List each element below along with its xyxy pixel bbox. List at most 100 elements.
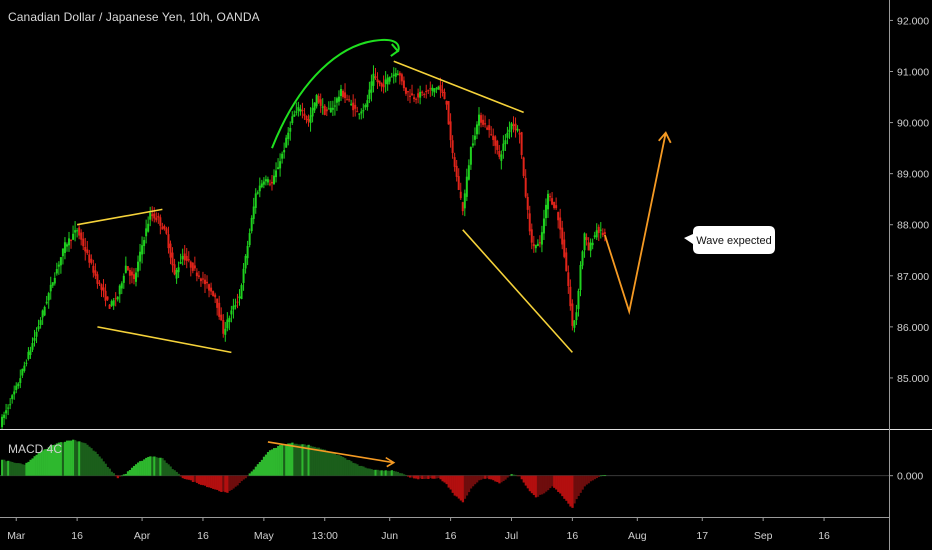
candle-body — [189, 261, 192, 268]
candle-body — [291, 116, 294, 124]
time-axis[interactable]: Mar 16 Apr 16 May 13:00 Jun 16 Jul 16 Aug 17 Sep 16 — [7, 517, 830, 542]
macd-axis[interactable]: 0.000 — [889, 471, 923, 483]
wave-expected-callout: Wave expected — [684, 226, 775, 254]
macd-bar — [218, 475, 221, 492]
candle-body — [222, 320, 225, 334]
candle-body — [396, 73, 399, 76]
candle-body — [281, 153, 284, 159]
macd-bar — [29, 459, 32, 476]
candle-body — [492, 135, 495, 141]
candle-body — [321, 106, 324, 108]
candle-body — [98, 282, 101, 284]
candle-body — [181, 255, 184, 260]
candle-body — [226, 319, 229, 329]
candle-body — [587, 242, 590, 251]
macd-bar — [161, 458, 164, 476]
macd-bar — [157, 457, 160, 476]
candle-body — [364, 105, 367, 108]
candle-body — [524, 177, 527, 197]
macd-bar — [510, 474, 513, 476]
macd-bar — [132, 465, 136, 476]
candle-body — [331, 107, 334, 110]
macd-bar — [78, 441, 81, 476]
candle-body — [494, 136, 497, 146]
candle-body — [469, 147, 472, 165]
macd-bar — [106, 466, 109, 476]
candle-body — [311, 107, 314, 117]
macd-bar — [242, 475, 245, 480]
candle-body — [149, 212, 152, 220]
macd-bar — [441, 475, 444, 482]
macd-bar — [484, 475, 487, 479]
macd-bar — [222, 475, 225, 492]
macd-series — [0, 439, 889, 508]
candle-body — [139, 251, 142, 262]
candle-body — [362, 110, 365, 112]
macd-bar — [599, 475, 603, 477]
macd-bar — [21, 464, 24, 476]
candle-body — [461, 202, 464, 212]
candle-body — [378, 80, 381, 84]
macd-bar — [80, 442, 83, 476]
macd-bar — [380, 470, 383, 476]
macd-bar — [92, 450, 95, 476]
candle-body — [601, 232, 604, 236]
macd-bar — [120, 475, 124, 477]
macd-bar — [508, 475, 511, 477]
candle-body — [551, 198, 554, 205]
candle-body — [84, 246, 87, 252]
macd-bar — [569, 475, 572, 507]
macd-bar — [114, 475, 117, 477]
candle-body — [339, 88, 342, 96]
macd-bar — [19, 463, 22, 476]
macd-bar — [59, 442, 63, 476]
macd-bar — [567, 475, 570, 504]
time-tick-label: Sep — [754, 530, 773, 542]
price-tick-label: 91.000 — [897, 67, 929, 79]
candle-body — [15, 385, 18, 391]
trend-arc-arrowhead — [390, 43, 400, 57]
candle-body — [242, 268, 245, 283]
macd-bar — [141, 460, 144, 476]
candle-body — [157, 215, 160, 218]
candle-body — [370, 81, 373, 93]
macd-bar — [258, 461, 262, 476]
price-tick-label: 92.000 — [897, 15, 929, 27]
candle-body — [88, 254, 91, 263]
candle-body — [431, 87, 434, 91]
candle-body — [575, 312, 578, 321]
time-tick-label: May — [254, 530, 275, 542]
candle-body — [368, 89, 371, 100]
candle-body — [13, 391, 16, 395]
macd-bar — [453, 475, 456, 496]
macd-bar — [518, 475, 521, 477]
candle-body — [191, 262, 194, 271]
candle-body — [151, 214, 154, 217]
macd-bar — [549, 475, 552, 489]
macd-bar — [96, 453, 99, 476]
candle-body — [532, 244, 535, 247]
candle-body — [358, 113, 361, 115]
macd-bar — [293, 443, 296, 476]
candle-body — [130, 271, 133, 276]
macd-bar — [583, 475, 586, 487]
macd-bar — [9, 461, 12, 476]
candle-body — [277, 167, 280, 170]
macd-bar — [319, 448, 322, 476]
macd-bar — [329, 452, 333, 476]
macd-bar — [534, 475, 538, 498]
macd-bar — [17, 463, 20, 476]
macd-bar — [145, 457, 148, 476]
macd-bar — [250, 471, 253, 476]
candle-body — [577, 290, 580, 310]
candle-body — [80, 232, 83, 240]
candle-body — [425, 90, 428, 92]
candle-body — [293, 114, 296, 117]
candle-body — [246, 245, 249, 259]
price-axis[interactable]: 92.000 91.000 90.000 89.000 88.000 87.000 86.0… — [889, 15, 929, 385]
trend-arc — [271, 38, 400, 149]
candle-body — [262, 181, 265, 185]
macd-bar — [538, 475, 542, 495]
candle-body — [268, 183, 271, 185]
